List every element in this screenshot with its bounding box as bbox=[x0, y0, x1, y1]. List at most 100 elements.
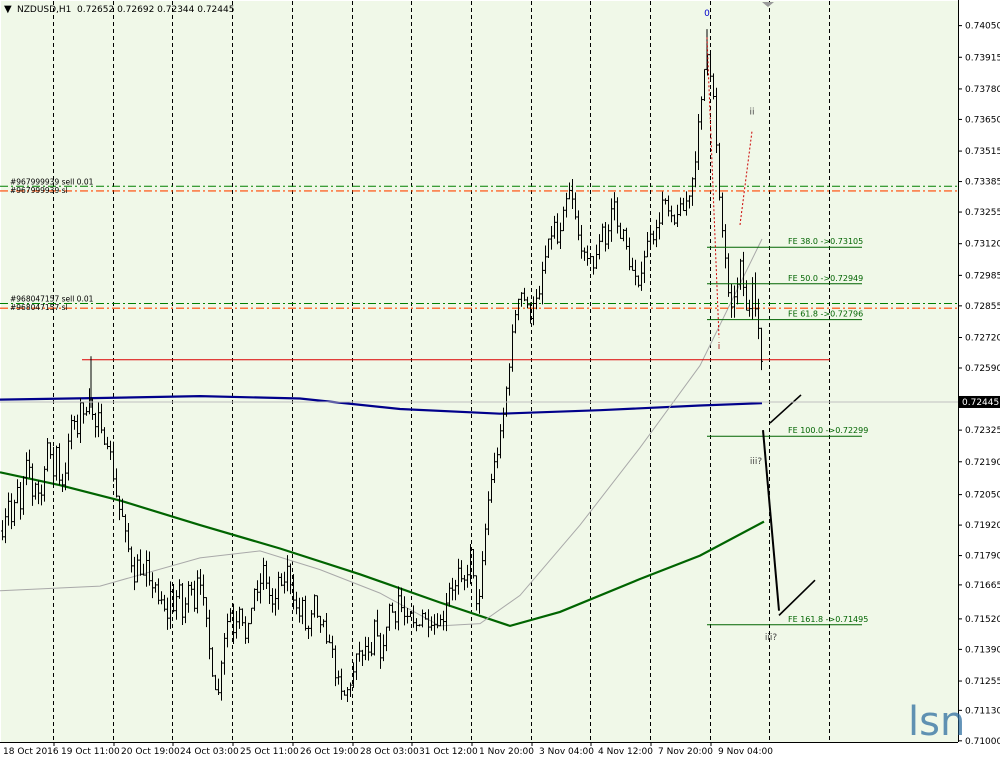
ohlc-bar bbox=[61, 473, 64, 493]
ohlc-bar bbox=[97, 402, 100, 438]
ohlc-bar bbox=[727, 253, 730, 297]
ohlc-bar bbox=[652, 230, 655, 245]
ohlc-bar bbox=[106, 436, 109, 450]
ohlc-bar bbox=[688, 195, 691, 209]
ohlc-bar bbox=[457, 558, 460, 595]
y-tick-label: 0.72590 bbox=[965, 364, 1000, 374]
ohlc-bar bbox=[337, 670, 340, 685]
ohlc-bar bbox=[301, 597, 304, 625]
ohlc-bar bbox=[502, 407, 505, 439]
ohlc-bar bbox=[196, 570, 199, 614]
y-tick-label: 0.71255 bbox=[965, 677, 1000, 687]
ohlc-bar bbox=[508, 363, 511, 396]
ohlc-bar bbox=[376, 609, 379, 637]
ohlc-bar bbox=[469, 544, 472, 585]
ohlc-bar bbox=[625, 227, 628, 250]
ohlc-bar bbox=[292, 574, 295, 610]
y-tick-label: 0.72050 bbox=[965, 491, 1000, 501]
ohlc-bar bbox=[79, 398, 82, 443]
ohlc-bar bbox=[232, 603, 235, 645]
ohlc-bar bbox=[58, 443, 61, 486]
ohlc-bar bbox=[388, 603, 391, 631]
ohlc-bar bbox=[565, 192, 568, 218]
y-tick-label: 0.71130 bbox=[965, 706, 1000, 716]
header-arrow[interactable]: ▼ bbox=[4, 4, 12, 15]
ohlc-bar bbox=[595, 244, 598, 269]
ohlc-bar bbox=[352, 662, 355, 688]
ohlc-bar bbox=[556, 213, 559, 245]
y-tick-label: 0.73255 bbox=[965, 208, 1000, 218]
ohlc-bar bbox=[442, 610, 445, 631]
ohlc-bar bbox=[205, 597, 208, 628]
ohlc-bar bbox=[670, 205, 673, 223]
ohlc-bar bbox=[676, 204, 679, 228]
ohlc-bar bbox=[103, 427, 106, 445]
ohlc-bar bbox=[307, 625, 310, 639]
wave-label: 0 bbox=[704, 9, 710, 19]
ohlc-bar bbox=[31, 463, 34, 506]
ohlc-bar bbox=[412, 605, 415, 628]
ohlc-bar bbox=[304, 595, 307, 631]
ohlc-bar bbox=[43, 466, 46, 502]
ohlc-bar bbox=[391, 602, 394, 613]
x-tick-label: 9 Nov 04:00 bbox=[718, 747, 773, 757]
ohlc-bar bbox=[529, 302, 532, 324]
plot-area[interactable] bbox=[1, 1, 958, 742]
ohlc-bar bbox=[274, 588, 277, 616]
y-tick-label: 0.73120 bbox=[965, 240, 1000, 250]
ohlc-bar bbox=[13, 499, 16, 527]
ohlc-bar bbox=[673, 214, 676, 226]
ohlc-bar bbox=[580, 225, 583, 259]
ohlc-bar bbox=[583, 247, 586, 261]
stop-loss-label: #967999939 sl bbox=[10, 186, 68, 195]
ohlc-bar bbox=[175, 590, 178, 620]
ohlc-bar bbox=[535, 288, 538, 310]
projection-tick bbox=[778, 579, 816, 616]
ohlc-bar bbox=[82, 401, 85, 424]
ohlc-bar bbox=[109, 440, 112, 460]
ohlc-bar bbox=[571, 178, 574, 209]
ohlc-bar bbox=[325, 613, 328, 644]
ohlc-bar bbox=[133, 556, 136, 591]
y-tick-label: 0.71790 bbox=[965, 552, 1000, 562]
ohlc-bar bbox=[184, 597, 187, 624]
ohlc-bar bbox=[397, 586, 400, 631]
ohlc-bar bbox=[199, 568, 202, 595]
ohlc-bar bbox=[463, 574, 466, 591]
wave-projection bbox=[706, 37, 816, 616]
ohlc-bar bbox=[406, 608, 409, 624]
ohlc-bar bbox=[52, 446, 55, 487]
ohlc-bar bbox=[604, 222, 607, 252]
ohlc-bar bbox=[553, 215, 556, 239]
y-tick-label: 0.73915 bbox=[965, 53, 1000, 63]
grid-layer bbox=[53, 1, 830, 742]
fe-level-label: FE 38.0 ->0.73105 bbox=[788, 237, 863, 246]
moving-average-green bbox=[0, 471, 765, 628]
ohlc-bar bbox=[85, 406, 88, 416]
x-tick-label: 19 Oct 11:00 bbox=[61, 747, 120, 757]
ohlc-bar bbox=[646, 231, 649, 258]
ohlc-bar bbox=[544, 245, 547, 274]
ohlc-bar bbox=[226, 613, 229, 648]
ohlc-bar bbox=[217, 678, 220, 695]
ohlc-bar bbox=[151, 572, 154, 599]
shift-marker-icon[interactable] bbox=[762, 2, 774, 7]
ohlc-bar bbox=[295, 591, 298, 615]
ohlc-bar bbox=[298, 597, 301, 623]
ohlc-bar bbox=[628, 237, 631, 271]
y-tick-label: 0.72855 bbox=[965, 302, 1000, 312]
ohlc-bar bbox=[460, 560, 463, 583]
ohlc-bar bbox=[430, 616, 433, 631]
ohlc-bar bbox=[478, 589, 481, 614]
ohlc-bar bbox=[481, 551, 484, 599]
ohlc-bar bbox=[340, 668, 343, 700]
ohlc-bar bbox=[466, 564, 469, 588]
ohlc-bar bbox=[220, 660, 223, 701]
ohlc-bar bbox=[358, 641, 361, 662]
ohlc-bar bbox=[289, 563, 292, 595]
y-tick-label: 0.72985 bbox=[965, 271, 1000, 281]
ohlc-bar bbox=[694, 151, 697, 188]
